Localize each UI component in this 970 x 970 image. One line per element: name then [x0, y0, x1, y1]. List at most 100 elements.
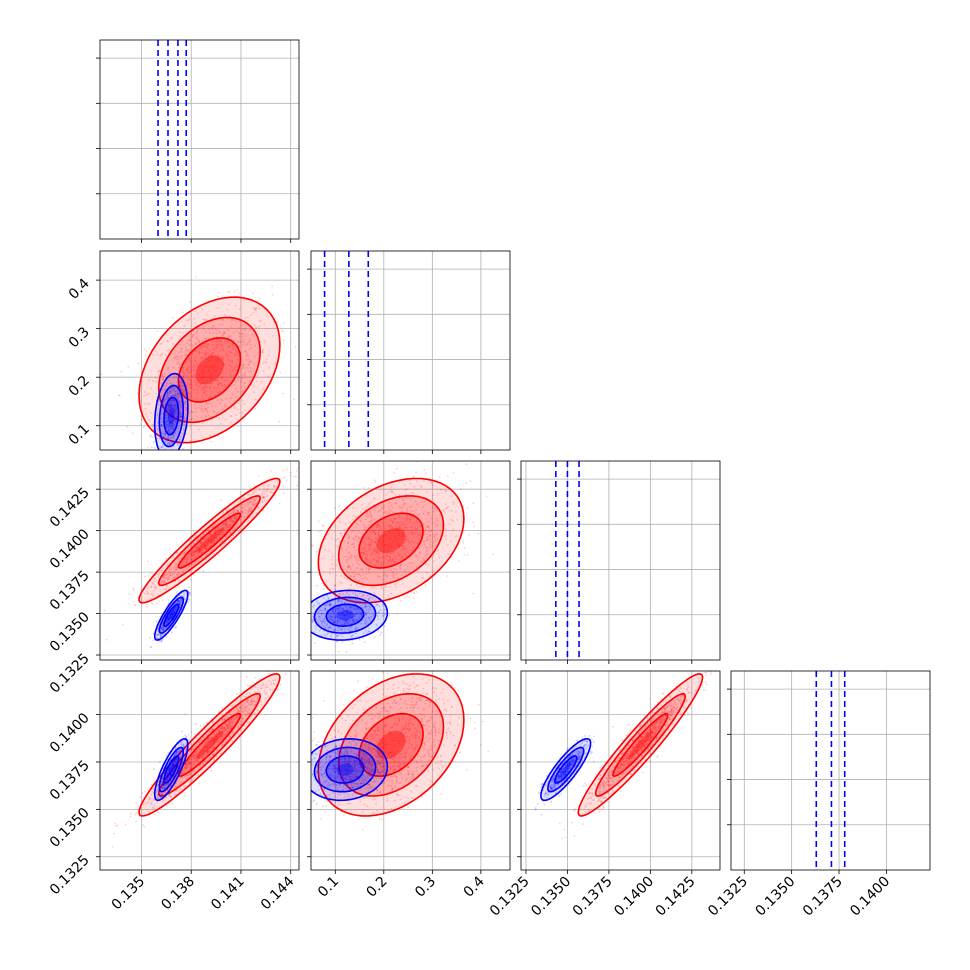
sample-point — [190, 357, 192, 359]
sample-point — [356, 608, 359, 611]
sample-point — [176, 566, 179, 569]
sample-point — [347, 546, 350, 549]
sample-point — [243, 341, 246, 344]
sample-point — [190, 550, 193, 553]
sample-point — [175, 568, 178, 571]
sample-point — [392, 571, 395, 574]
sample-point — [184, 403, 187, 406]
red-density-fill — [139, 297, 280, 443]
sample-point — [404, 520, 406, 523]
sample-point — [229, 532, 232, 535]
sample-point — [245, 676, 248, 678]
sample-point — [171, 615, 174, 618]
sample-point — [374, 564, 377, 566]
sample-point — [334, 585, 337, 588]
sample-point — [164, 621, 167, 624]
sample-point — [206, 381, 209, 383]
sample-point — [170, 421, 173, 423]
sample-point — [175, 573, 178, 576]
sample-point — [161, 576, 164, 579]
sample-point — [358, 563, 361, 566]
sample-point — [186, 562, 188, 564]
sample-point — [190, 360, 192, 363]
sample-point — [430, 481, 433, 483]
sample-point — [236, 509, 239, 512]
sample-point — [275, 485, 277, 488]
sample-point — [363, 641, 366, 644]
sample-point — [187, 763, 189, 766]
sample-point — [282, 492, 285, 494]
sample-point — [190, 363, 193, 366]
sample-point — [217, 368, 219, 370]
sample-point — [167, 396, 170, 399]
blue-density-fill — [159, 597, 184, 634]
sample-point — [405, 516, 408, 519]
sample-point — [427, 513, 429, 516]
sample-point — [229, 364, 232, 367]
sample-point — [382, 604, 384, 606]
sample-point — [203, 344, 206, 347]
sample-point — [184, 569, 187, 571]
sample-point — [218, 362, 221, 364]
sample-point — [223, 363, 225, 366]
sample-point — [349, 555, 352, 558]
sample-point — [173, 420, 176, 423]
sample-point — [373, 509, 375, 512]
sample-point — [172, 613, 174, 615]
sample-point — [404, 523, 406, 526]
sample-point — [260, 700, 262, 703]
sample-point — [170, 415, 173, 418]
sample-point — [388, 536, 390, 539]
sample-point — [366, 594, 369, 597]
sample-point — [345, 622, 348, 625]
sample-point — [223, 332, 225, 335]
sample-point — [234, 368, 237, 371]
sample-point — [227, 533, 229, 536]
sample-point — [335, 613, 338, 616]
sample-point — [306, 310, 308, 312]
sample-point — [219, 738, 222, 740]
sample-point — [435, 532, 438, 535]
sample-point — [228, 728, 231, 730]
sample-point — [343, 619, 346, 621]
sample-point — [262, 362, 265, 365]
sample-point — [170, 405, 173, 407]
sample-point — [348, 536, 351, 539]
sample-point — [242, 367, 245, 369]
sample-point — [170, 459, 172, 461]
red-contour — [138, 296, 281, 444]
sample-point — [379, 529, 381, 531]
sample-point — [162, 582, 165, 584]
sample-point — [235, 330, 238, 332]
sample-point — [183, 389, 186, 392]
blue-density-fill — [168, 407, 175, 425]
sample-point — [126, 425, 129, 428]
sample-point — [250, 498, 253, 501]
sample-point — [379, 509, 381, 511]
sample-point — [173, 419, 176, 422]
sample-point — [255, 713, 257, 715]
sample-point — [208, 368, 211, 371]
sample-point — [342, 607, 345, 610]
sample-point — [193, 558, 196, 560]
sample-point — [176, 415, 178, 418]
sample-point — [211, 526, 214, 529]
sample-point — [115, 824, 117, 827]
sample-point — [175, 562, 178, 565]
sample-point — [155, 602, 158, 605]
sample-point — [338, 505, 341, 508]
sample-point — [205, 395, 208, 397]
sample-point — [387, 549, 390, 552]
sample-point — [402, 548, 405, 550]
sample-point — [192, 531, 195, 534]
sample-point — [391, 532, 394, 535]
sample-point — [188, 318, 191, 321]
sample-point — [221, 530, 224, 533]
sample-point — [405, 527, 408, 530]
sample-point — [386, 552, 389, 555]
sample-point — [240, 515, 243, 518]
sample-point — [201, 408, 204, 410]
sample-point — [225, 352, 228, 355]
sample-point — [179, 343, 181, 346]
sample-point — [205, 387, 208, 389]
